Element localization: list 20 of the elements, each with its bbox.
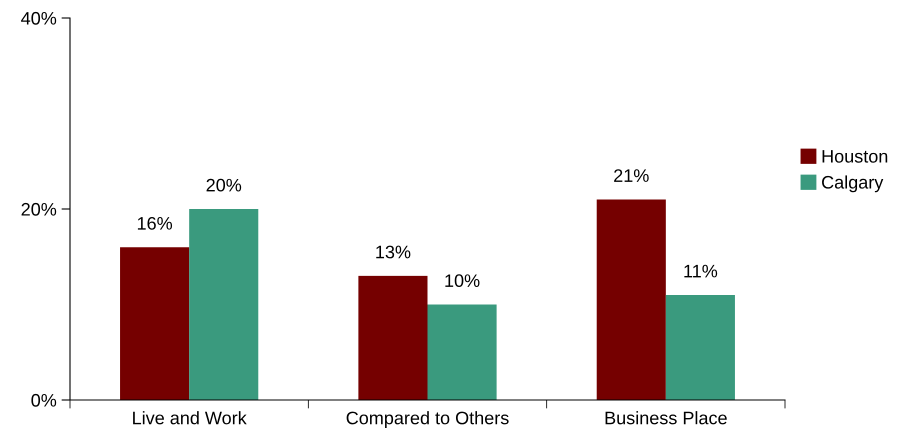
legend-label: Houston <box>822 150 888 163</box>
data-label: 20% <box>206 178 242 192</box>
bar <box>189 209 258 400</box>
bar <box>428 304 497 400</box>
y-tick-label: 0% <box>31 394 56 407</box>
data-label: 11% <box>684 264 718 278</box>
data-label: 13% <box>376 246 410 258</box>
bar <box>358 276 428 400</box>
data-label: 16% <box>138 216 172 230</box>
bar <box>596 199 666 400</box>
bar <box>120 247 190 400</box>
x-tick-label: Business Place <box>606 411 727 424</box>
data-label: 10% <box>445 274 480 288</box>
bar <box>666 294 735 400</box>
y-tick-label: 20% <box>22 202 56 216</box>
y-tick-label: 40% <box>21 12 56 25</box>
x-tick-label: Compared to Others <box>346 411 509 428</box>
x-tick-label: Live and Work <box>133 411 247 424</box>
data-label: 21% <box>614 169 649 182</box>
legend-label: Calgary <box>822 175 884 192</box>
